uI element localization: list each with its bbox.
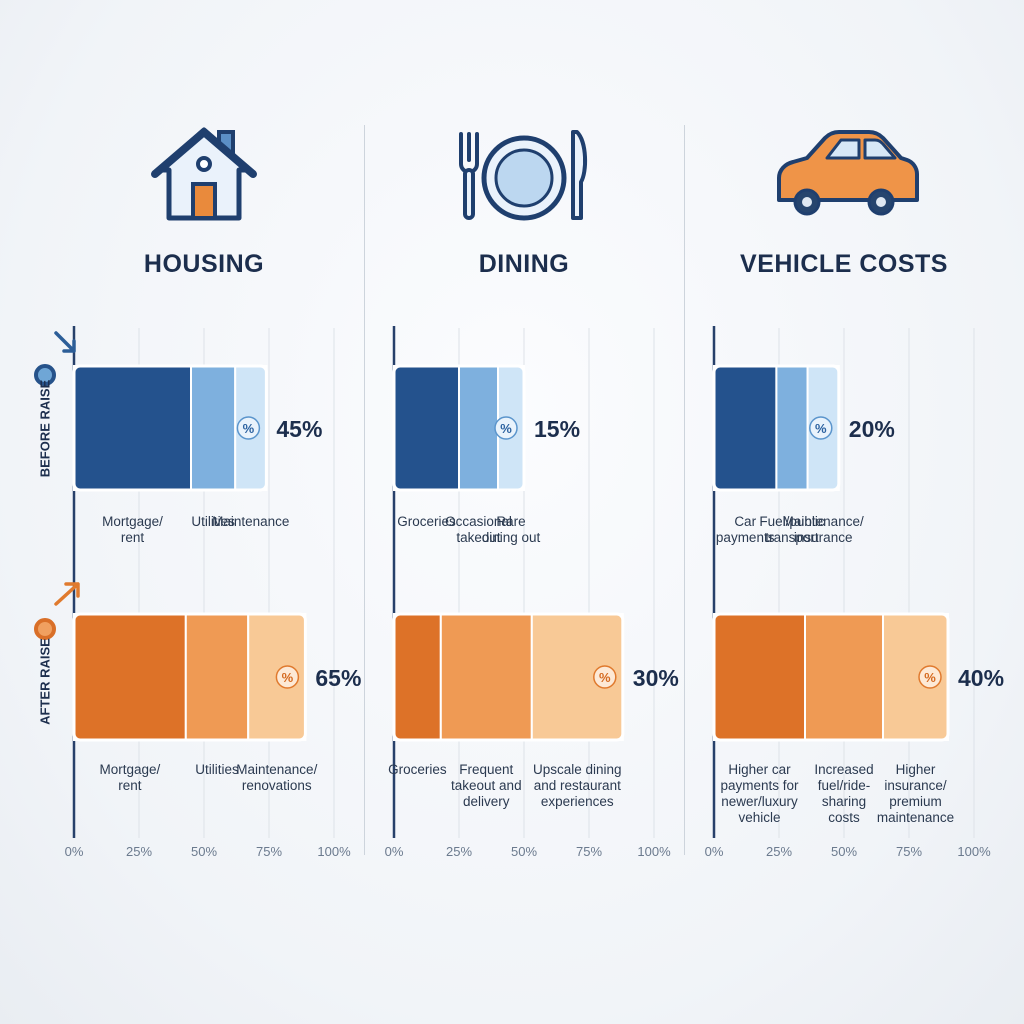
x-tick-label: 75% — [256, 844, 282, 859]
total-percent-label: 65% — [315, 665, 361, 691]
segment-label: Increased fuel/ride-sharing costs — [814, 762, 873, 825]
bar-outline — [392, 364, 526, 492]
segment-label: Mortgage/rent — [102, 514, 163, 545]
after-raise-bar: Higher car payments for newer/luxury vehicl… — [712, 612, 1004, 825]
segment-label: Utilities — [191, 514, 235, 529]
total-percent-label: 45% — [276, 416, 322, 442]
x-tick-label: 25% — [766, 844, 792, 859]
percent-badge-glyph: % — [599, 670, 611, 685]
panel-divider — [364, 125, 365, 855]
plate-cutlery-icon — [459, 130, 588, 221]
housing-icon-wrap — [44, 120, 364, 230]
housing-panel: HOUSING 0% 25% 50% 75% 100% Mortgage/rent Util… — [44, 0, 364, 1024]
segment-label: Frequent takeout and delivery — [451, 762, 522, 809]
bar-segment — [713, 365, 778, 491]
segment-label: Mortgage/rent — [100, 762, 161, 793]
after-raise-bar: Mortgage/rent UtilitiesMaintenance/renova… — [72, 612, 361, 793]
total-percent-label: 20% — [849, 416, 895, 442]
house-icon — [151, 127, 257, 221]
vehicle-icon-wrap — [684, 120, 1004, 230]
x-tick-label: 50% — [191, 844, 217, 859]
percent-badge-icon — [809, 416, 833, 440]
percent-badge-icon — [236, 416, 261, 440]
after-raise-bar: Groceries Frequent takeout and deliveryUpsc… — [388, 612, 679, 809]
dining-icon-wrap — [364, 120, 684, 230]
bar-segment — [73, 365, 192, 491]
bar-segment — [393, 613, 442, 741]
segment-label: Maintenance/insurance — [783, 514, 864, 545]
bar-outline — [392, 612, 625, 742]
total-percent-label: 40% — [958, 665, 1004, 691]
x-tick-label: 50% — [511, 844, 537, 859]
bar-segment — [184, 613, 250, 741]
x-tick-label: 25% — [446, 844, 472, 859]
dining-title: DINING — [478, 250, 570, 278]
vehicle-panel: VEHICLE COSTS 0% 25% 50% 75% 100% Car payments… — [684, 0, 1004, 1024]
bar-segment — [713, 613, 806, 741]
x-tick-label: 100% — [957, 844, 991, 859]
car-icon — [777, 130, 919, 216]
bar-outline — [712, 364, 841, 492]
segment-label: Higher insurance/premium maintenance — [877, 762, 954, 825]
bar-segment — [775, 365, 809, 491]
housing-chart: 0% 25% 50% 75% 100%Mortgage/rentUtilitiesMai… — [54, 326, 361, 859]
x-tick-label: 0% — [385, 844, 404, 859]
segment-label: Maintenance/renovations — [236, 762, 317, 793]
x-tick-label: 0% — [65, 844, 84, 859]
bar-segment — [393, 365, 460, 491]
x-tick-label: 50% — [831, 844, 857, 859]
housing-title: HOUSING — [143, 250, 265, 278]
x-tick-label: 75% — [896, 844, 922, 859]
x-tick-label: 25% — [126, 844, 152, 859]
segment-label: Car payments — [716, 514, 775, 545]
bar-segment — [73, 613, 187, 741]
bar-outline — [72, 612, 307, 742]
bar-segment — [439, 613, 533, 741]
panel-divider — [684, 125, 685, 855]
x-tick-label: 0% — [705, 844, 724, 859]
total-percent-label: 30% — [633, 665, 679, 691]
total-percent-label: 15% — [534, 416, 580, 442]
segment-label: Higher car payments for newer/luxury vehicl… — [720, 762, 799, 825]
segment-label: Groceries — [397, 514, 456, 529]
segment-label: Utilities — [195, 762, 239, 777]
segment-label: Fuel/public transport — [759, 514, 825, 545]
segment-label: Groceries — [388, 762, 447, 777]
bar-segment — [804, 613, 884, 741]
up-arrow-icon — [54, 582, 80, 606]
before-raise-dot — [34, 364, 56, 386]
bar-outline — [72, 364, 268, 492]
percent-badge-icon — [918, 665, 942, 689]
bar-segment — [190, 365, 237, 491]
percent-badge-glyph: % — [924, 670, 936, 685]
percent-badge-glyph: % — [243, 421, 255, 436]
percent-badge-icon — [593, 665, 617, 689]
percent-badge-icon — [275, 665, 300, 689]
percent-badge-glyph: % — [500, 421, 512, 436]
bar-outline — [712, 612, 950, 742]
bar-segment — [458, 365, 499, 491]
percent-badge-glyph: % — [282, 670, 294, 685]
dining-panel: DINING 0% 25% 50% 75% 100% Groceries Occasiona… — [364, 0, 684, 1024]
segment-label: Maintenance — [212, 514, 289, 529]
percent-badge-icon — [494, 416, 518, 440]
segment-label: Occasional takeout — [445, 514, 512, 545]
x-tick-label: 75% — [576, 844, 602, 859]
segment-label: Upscale dining and restaurant experiences — [533, 762, 622, 809]
after-raise-dot — [34, 618, 56, 640]
down-arrow-icon — [54, 331, 76, 353]
x-tick-label: 100% — [637, 844, 671, 859]
x-tick-label: 100% — [317, 844, 351, 859]
vehicle-title: VEHICLE COSTS — [740, 250, 948, 278]
segment-label: Rare dining out — [482, 514, 541, 545]
percent-badge-glyph: % — [815, 421, 827, 436]
